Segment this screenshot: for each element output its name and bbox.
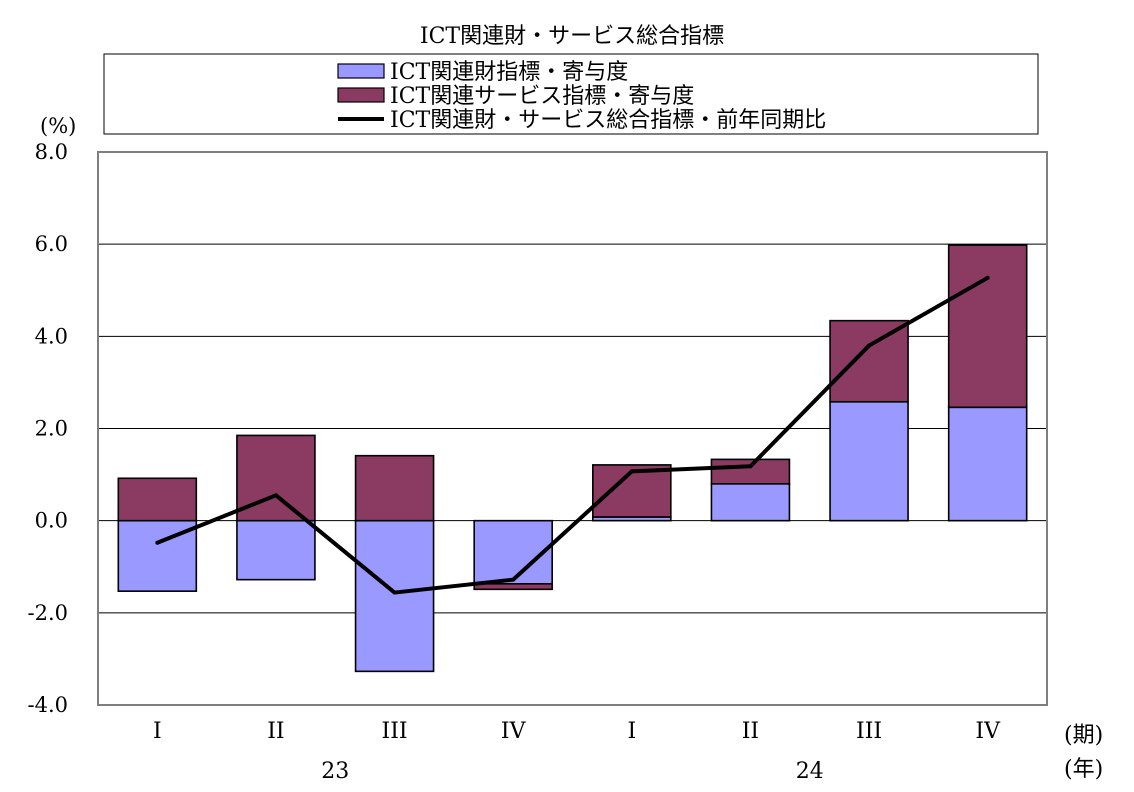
bar-goods-4 [473, 519, 553, 585]
total-index-point-1 [155, 540, 160, 545]
bar-services-6 [710, 458, 791, 485]
legend-box [103, 53, 1039, 135]
bar-services-5 [592, 464, 672, 518]
total-index-point-2 [273, 493, 278, 498]
y-tick-label: -2.0 [28, 601, 69, 625]
bar-services-1 [117, 477, 198, 522]
bar-goods-2 [236, 519, 316, 581]
y-tick-label: 0.0 [35, 509, 68, 533]
x-tick-label: I [153, 719, 162, 744]
bar-goods-6 [710, 482, 791, 522]
chart-title: ICT関連財・サービス総合指標 [420, 24, 724, 49]
total-index-point-8 [985, 275, 990, 280]
total-index-point-4 [511, 577, 516, 582]
bar-goods-3 [354, 519, 435, 673]
x-tick-label: I [627, 719, 636, 744]
x-axis-year-label: (年) [1064, 757, 1103, 782]
x-year-tick-label: 24 [796, 759, 824, 784]
x-tick-label: II [742, 719, 759, 744]
legend-label-1: ICT関連財指標・寄与度 [390, 60, 628, 85]
total-index-line [156, 276, 989, 595]
bar-services-7 [829, 319, 909, 403]
plot-frame [97, 151, 1048, 706]
bar-goods-7 [829, 400, 909, 522]
x-tick-label: II [267, 719, 284, 744]
y-tick-label: 4.0 [35, 324, 68, 348]
total-index-point-6 [748, 464, 753, 469]
x-axis-period-label: (期) [1064, 723, 1103, 748]
total-index-point-5 [629, 469, 634, 474]
x-tick-label: IV [975, 719, 1001, 744]
bar-services-8 [947, 244, 1028, 409]
y-tick-label: 2.0 [35, 417, 68, 441]
bar-goods-8 [947, 406, 1028, 522]
x-tick-label: IV [501, 719, 527, 744]
x-tick-label: III [382, 719, 408, 744]
bar-services-4 [473, 583, 553, 591]
legend-swatch-2 [337, 87, 385, 103]
plot-area: 8.06.04.02.00.0-2.0-4.0I II III IV I II III IV2… [28, 140, 1048, 784]
y-tick-label: 6.0 [35, 232, 68, 256]
legend-swatch-1 [337, 63, 385, 79]
x-year-tick-label: 23 [321, 759, 349, 784]
legend-label-3: ICT関連財・サービス総合指標・前年同期比 [390, 108, 826, 133]
bar-services-3 [354, 454, 435, 522]
y-tick-label: 8.0 [35, 140, 68, 164]
legend: ICT関連財指標・寄与度ICT関連サービス指標・寄与度ICT関連財・サービス総合… [103, 53, 1039, 135]
total-index-point-3 [392, 590, 397, 595]
y-axis-unit-label: (%) [40, 114, 76, 138]
total-index-point-7 [867, 343, 872, 348]
x-tick-label: III [856, 719, 882, 744]
legend-label-2: ICT関連サービス指標・寄与度 [390, 84, 694, 109]
y-tick-label: -4.0 [28, 693, 69, 717]
